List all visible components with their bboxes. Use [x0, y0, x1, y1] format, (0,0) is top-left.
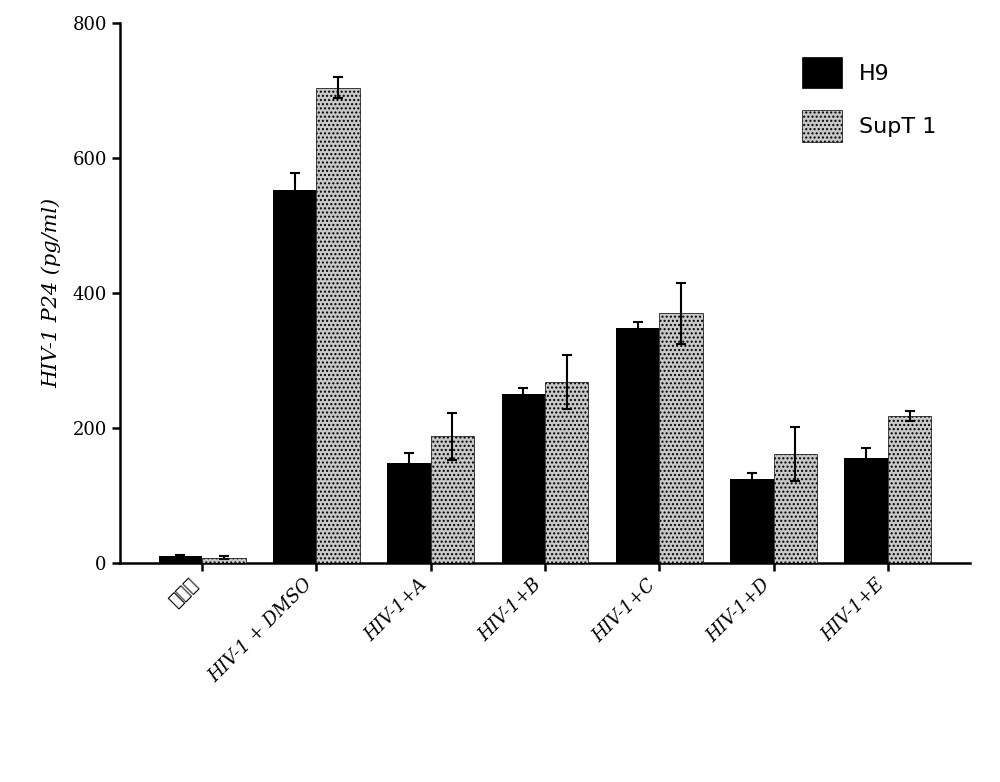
Bar	[159, 556, 202, 563]
Bar	[659, 314, 703, 563]
Bar	[730, 479, 774, 563]
Bar	[316, 88, 360, 563]
Y-axis label: HIV-1 P24 (pg/ml): HIV-1 P24 (pg/ml)	[42, 198, 61, 389]
Bar	[387, 463, 431, 563]
Bar	[545, 382, 588, 563]
Legend: H9, SupT 1: H9, SupT 1	[779, 34, 959, 164]
Bar	[844, 458, 888, 563]
Bar	[616, 328, 659, 563]
Bar	[431, 436, 474, 563]
Bar	[888, 416, 931, 563]
Bar	[202, 558, 246, 563]
Bar	[774, 454, 817, 563]
Bar	[502, 394, 545, 563]
Bar	[273, 190, 316, 563]
